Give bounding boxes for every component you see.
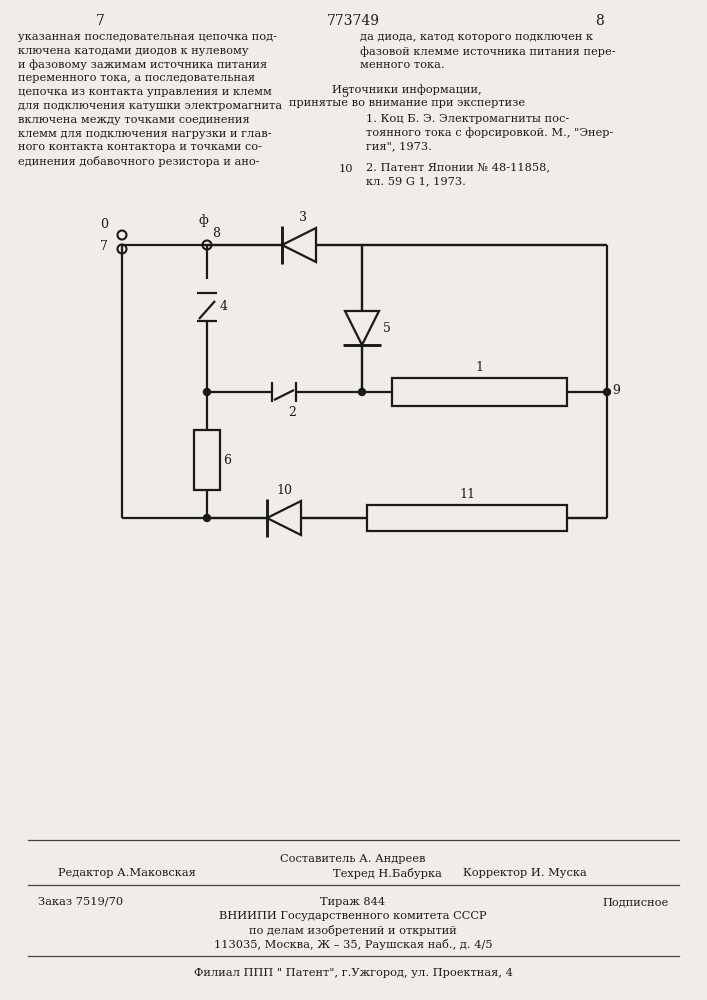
Text: 7: 7: [95, 14, 105, 28]
Text: Подписное: Подписное: [603, 897, 669, 907]
Polygon shape: [267, 501, 301, 535]
Circle shape: [204, 514, 211, 522]
Text: 113035, Москва, Ж – 35, Раушская наб., д. 4/5: 113035, Москва, Ж – 35, Раушская наб., д…: [214, 939, 492, 950]
Text: ВНИИПИ Государственного комитета СССР: ВНИИПИ Государственного комитета СССР: [219, 911, 486, 921]
Text: 1. Коц Б. Э. Электромагниты пос-: 1. Коц Б. Э. Электромагниты пос-: [366, 114, 569, 124]
Text: тоянного тока с форсировкой. М., "Энер-: тоянного тока с форсировкой. М., "Энер-: [366, 128, 614, 138]
Text: ф: ф: [198, 214, 208, 227]
Text: 2: 2: [288, 406, 296, 419]
Text: 8: 8: [595, 14, 604, 28]
Text: да диода, катод которого подключен к: да диода, катод которого подключен к: [360, 32, 593, 42]
Text: гия", 1973.: гия", 1973.: [366, 141, 432, 151]
Text: Заказ 7519/70: Заказ 7519/70: [38, 897, 123, 907]
Text: 5: 5: [383, 322, 391, 334]
Text: Филиал ППП " Патент", г.Ужгород, ул. Проектная, 4: Филиал ППП " Патент", г.Ужгород, ул. Про…: [194, 968, 513, 978]
Text: 9: 9: [612, 383, 620, 396]
Text: 773749: 773749: [327, 14, 380, 28]
Text: Составитель А. Андреев: Составитель А. Андреев: [280, 854, 426, 864]
Text: 8: 8: [212, 227, 220, 240]
Text: кл. 59 G 1, 1973.: кл. 59 G 1, 1973.: [366, 176, 466, 186]
Text: ключена катодами диодов к нулевому: ключена катодами диодов к нулевому: [18, 46, 249, 56]
Text: указанная последовательная цепочка под-: указанная последовательная цепочка под-: [18, 32, 277, 42]
Text: Корректор И. Муска: Корректор И. Муска: [463, 868, 587, 878]
Text: фазовой клемме источника питания пере-: фазовой клемме источника питания пере-: [360, 46, 616, 57]
Text: по делам изобретений и открытий: по делам изобретений и открытий: [249, 925, 457, 936]
Text: и фазовому зажимам источника питания: и фазовому зажимам источника питания: [18, 60, 267, 70]
Text: ного контакта контактора и точками со-: ного контакта контактора и точками со-: [18, 142, 262, 152]
Text: 7: 7: [100, 240, 108, 253]
Polygon shape: [282, 228, 316, 262]
Text: Редактор А.Маковская: Редактор А.Маковская: [58, 868, 196, 878]
Text: клемм для подключения нагрузки и глав-: клемм для подключения нагрузки и глав-: [18, 129, 271, 139]
Text: цепочка из контакта управления и клемм: цепочка из контакта управления и клемм: [18, 87, 272, 97]
Text: для подключения катушки электромагнита: для подключения катушки электромагнита: [18, 101, 282, 111]
Text: 6: 6: [223, 454, 231, 466]
Text: Тираж 844: Тираж 844: [320, 897, 385, 907]
Bar: [194, 430, 220, 490]
Text: 1: 1: [475, 361, 483, 374]
Text: единения добавочного резистора и ано-: единения добавочного резистора и ано-: [18, 156, 259, 167]
Text: принятые во внимание при экспертизе: принятые во внимание при экспертизе: [289, 98, 525, 108]
Text: 11: 11: [459, 488, 475, 501]
Text: 3: 3: [299, 211, 307, 224]
Circle shape: [358, 388, 366, 395]
Text: 10: 10: [339, 164, 354, 174]
Text: включена между точками соединения: включена между точками соединения: [18, 115, 250, 125]
Circle shape: [204, 388, 211, 395]
Bar: [392, 378, 567, 406]
Text: 0: 0: [100, 219, 108, 232]
Polygon shape: [345, 311, 379, 345]
Text: 5: 5: [342, 89, 350, 99]
Text: Техред Н.Бабурка: Техред Н.Бабурка: [333, 868, 442, 879]
Bar: [367, 505, 567, 531]
Text: 2. Патент Японии № 48-11858,: 2. Патент Японии № 48-11858,: [366, 162, 550, 172]
Text: 4: 4: [220, 300, 228, 314]
Text: переменного тока, а последовательная: переменного тока, а последовательная: [18, 73, 255, 83]
Text: Источники информации,: Источники информации,: [332, 84, 481, 95]
Text: 10: 10: [276, 484, 292, 497]
Text: менного тока.: менного тока.: [360, 60, 445, 70]
Circle shape: [604, 388, 611, 395]
